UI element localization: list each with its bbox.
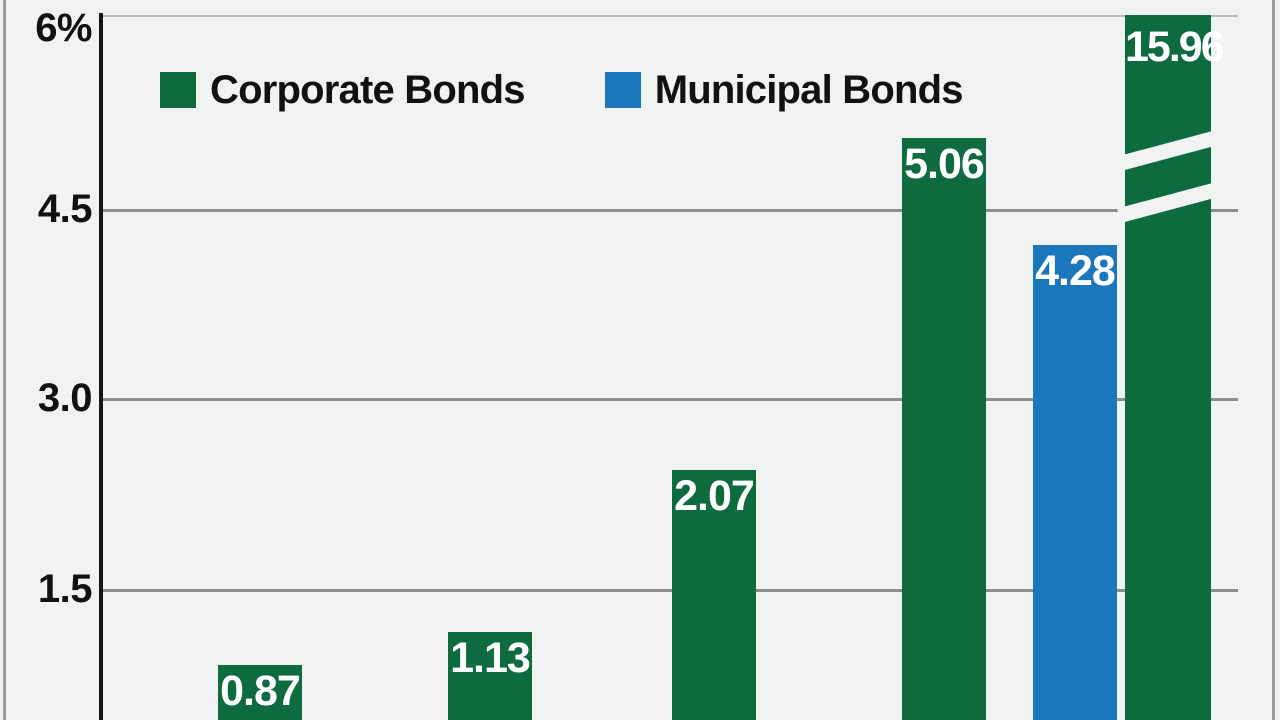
gridline-1-5 xyxy=(101,589,1238,592)
gridline-4-5 xyxy=(101,209,1238,212)
legend: Corporate Bonds Municipal Bonds xyxy=(160,68,964,112)
plot-area: 0.87 1.13 2.07 5.06 4.28 15.96 xyxy=(101,15,1238,720)
axis-break-icon xyxy=(1117,125,1235,225)
gridline-6 xyxy=(101,15,1238,17)
y-axis-line xyxy=(99,13,103,720)
bar-value-label: 15.96 xyxy=(1125,23,1225,71)
bar-corporate-15-96[interactable]: 15.96 xyxy=(1117,15,1235,720)
bar-value-label: 0.87 xyxy=(220,667,301,715)
legend-item-corporate-bonds[interactable]: Corporate Bonds xyxy=(160,70,525,110)
bar-municipal-4-28[interactable]: 4.28 xyxy=(1033,245,1117,720)
bar-corporate-5-06[interactable]: 5.06 xyxy=(902,138,986,720)
y-tick-label-3-0: 3.0 xyxy=(37,376,93,420)
y-tick-label-1-5: 1.5 xyxy=(37,567,93,611)
bar-value-label: 2.07 xyxy=(674,472,755,520)
legend-item-municipal-bonds[interactable]: Municipal Bonds xyxy=(604,68,964,112)
legend-swatch-icon xyxy=(604,72,641,108)
bar-corporate-1-13[interactable]: 1.13 xyxy=(448,632,532,720)
left-border-rule xyxy=(3,0,6,720)
y-tick-label-4-5: 4.5 xyxy=(37,187,93,231)
right-border-rule xyxy=(1272,0,1275,720)
bar-value-label: 4.28 xyxy=(1035,247,1116,295)
bar-value-label: 1.13 xyxy=(450,634,531,682)
legend-label: Corporate Bonds xyxy=(210,68,525,112)
legend-swatch-icon xyxy=(160,72,196,108)
gridline-3-0 xyxy=(101,398,1238,401)
legend-label: Municipal Bonds xyxy=(654,68,964,112)
y-tick-label-6: 6% xyxy=(35,6,92,50)
bar-corporate-0-87[interactable]: 0.87 xyxy=(218,665,302,720)
bar-value-label: 5.06 xyxy=(904,140,985,188)
bar-corporate-2-07[interactable]: 2.07 xyxy=(672,470,756,720)
